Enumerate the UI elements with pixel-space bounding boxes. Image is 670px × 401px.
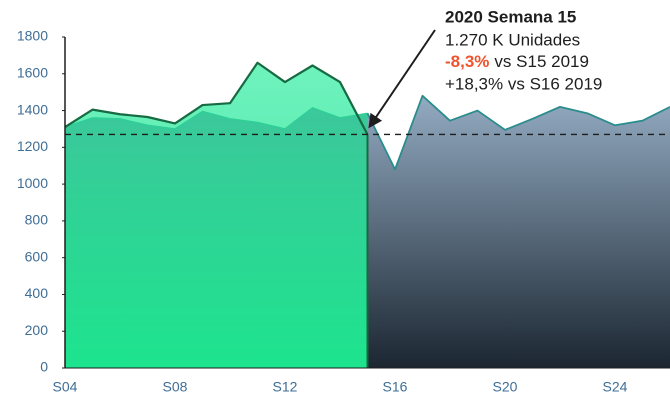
line-2019 <box>366 94 670 171</box>
x-tick-label: S04 <box>53 379 78 395</box>
line-2020 <box>64 61 369 135</box>
x-tick-label: S20 <box>493 379 518 395</box>
annotation-line: +18,3% vs S16 2019 <box>445 74 602 93</box>
line-2019-highlight <box>64 107 368 130</box>
y-tick-label: 1200 <box>17 138 48 154</box>
annotation-text: vs S15 2019 <box>494 52 589 71</box>
y-tick-label: 400 <box>25 285 49 301</box>
y-tick-label: 1000 <box>17 175 48 191</box>
annotation-title: 2020 Semana 15 <box>445 7 576 26</box>
x-tick-label: S16 <box>383 379 408 395</box>
y-tick-label: 1400 <box>17 101 48 117</box>
y-tick-label: 600 <box>25 248 49 264</box>
annotation-highlight: -8,3% <box>445 52 489 71</box>
area-2019-highlight <box>65 107 368 368</box>
annotation-line: -8,3% vs S15 2019 <box>445 52 589 71</box>
y-tick-label: 1600 <box>17 64 48 80</box>
y-tick-label: 0 <box>40 359 48 375</box>
x-tick-label: S24 <box>603 379 628 395</box>
annotation-line: 1.270 K Unidades <box>445 30 580 49</box>
plot-area <box>64 37 670 369</box>
y-tick-label: 1800 <box>17 28 48 44</box>
area-2019 <box>367 95 670 368</box>
y-tick-label: 200 <box>25 322 49 338</box>
y-tick-label: 800 <box>25 212 49 228</box>
x-tick-label: S08 <box>163 379 188 395</box>
annotation-arrow <box>368 29 436 129</box>
x-tick-label: S12 <box>273 379 298 395</box>
